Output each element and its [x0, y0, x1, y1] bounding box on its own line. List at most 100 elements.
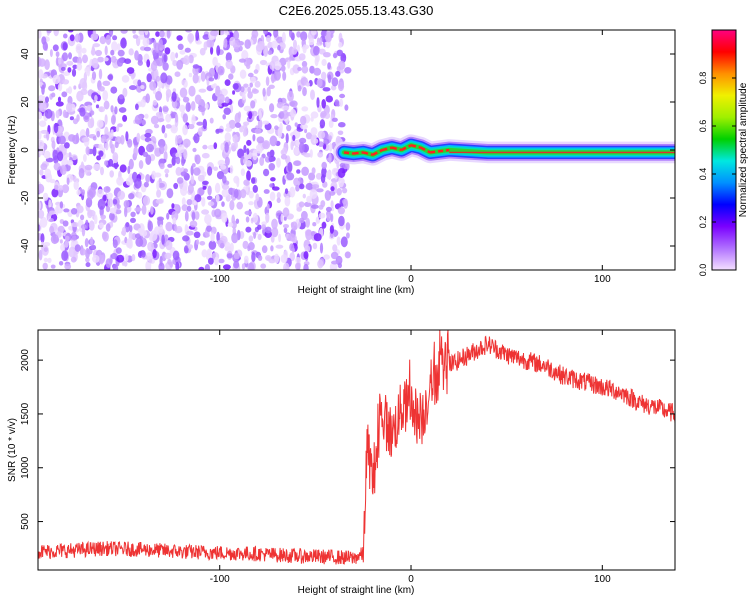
- heatmap-cell: [100, 214, 106, 220]
- heatmap-cell: [67, 30, 74, 33]
- heatmap-cell: [273, 30, 279, 38]
- heatmap-cell: [325, 206, 332, 212]
- heatmap-cell: [338, 122, 346, 128]
- heatmap-cell: [243, 105, 252, 112]
- heatmap-cell: [159, 145, 165, 155]
- heatmap-cell: [252, 212, 258, 224]
- heatmap-cell: [144, 30, 149, 36]
- heatmap-cell: [175, 152, 182, 158]
- heatmap-cell: [161, 234, 165, 245]
- heatmap-cell: [110, 252, 118, 260]
- heatmap-cell: [150, 205, 154, 215]
- heatmap-cell: [145, 154, 152, 165]
- heatmap-cell: [156, 180, 160, 191]
- heatmap-cell: [270, 245, 274, 252]
- heatmap-cell: [193, 167, 201, 176]
- heatmap-cell: [50, 264, 56, 269]
- heatmap-cell: [70, 256, 77, 263]
- heatmap-cell: [90, 48, 96, 56]
- heatmap-cell: [252, 149, 258, 161]
- colorbar-tick-label: 0.0: [698, 264, 708, 277]
- heatmap-cell: [166, 212, 170, 220]
- heatmap-cell: [243, 144, 247, 154]
- heatmap-cell: [101, 231, 107, 240]
- heatmap-cell: [338, 176, 345, 188]
- heatmap-cell: [257, 255, 263, 261]
- heatmap-cell: [301, 60, 308, 68]
- heatmap-cell: [144, 113, 149, 119]
- heatmap-cell: [336, 236, 341, 246]
- heatmap-cell: [319, 242, 324, 254]
- heatmap-cell: [130, 73, 135, 80]
- heatmap-cell: [48, 199, 52, 209]
- heatmap-cell: [135, 103, 139, 111]
- heatmap-cell: [229, 200, 235, 211]
- heatmap-cell: [186, 199, 193, 206]
- heatmap-cell: [223, 107, 231, 115]
- heatmap-cell: [62, 79, 70, 85]
- heatmap-cell: [42, 262, 48, 270]
- snr-series-line: [38, 330, 675, 565]
- heatmap-cell: [251, 177, 256, 184]
- heatmap-cell: [234, 112, 241, 124]
- heatmap-cell: [330, 32, 334, 39]
- heatmap-cell: [201, 197, 206, 207]
- heatmap-cell: [314, 56, 319, 67]
- heatmap-cell: [298, 183, 305, 190]
- heatmap-cell: [253, 69, 259, 74]
- heatmap-cell: [276, 157, 281, 168]
- heatmap-cell: [177, 144, 185, 154]
- heatmap-cell: [207, 201, 215, 207]
- y-tick-label: 40: [20, 48, 31, 60]
- heatmap-cell: [138, 34, 146, 40]
- heatmap-signal-peak: [429, 148, 450, 154]
- heatmap-cell: [167, 163, 173, 168]
- heatmap-cell: [296, 207, 303, 212]
- snr-data-point: [382, 413, 383, 414]
- snr-data-point: [583, 381, 584, 382]
- heatmap-cell: [72, 175, 77, 182]
- heatmap-cell: [235, 122, 241, 128]
- heatmap-cell: [292, 134, 296, 142]
- heatmap-cell: [251, 251, 256, 263]
- y-tick-label: 0: [20, 147, 31, 153]
- heatmap-cell: [239, 125, 244, 133]
- heatmap-cell: [122, 114, 128, 122]
- heatmap-cell: [159, 163, 165, 170]
- heatmap-cell: [76, 90, 84, 102]
- heatmap-cell: [187, 244, 193, 250]
- heatmap-cell: [217, 159, 226, 167]
- heatmap-cell: [298, 142, 305, 154]
- heatmap-cell: [79, 248, 86, 256]
- heatmap-cell: [114, 106, 118, 115]
- x-tick-label: 100: [594, 574, 611, 585]
- heatmap-cell: [315, 172, 323, 180]
- heatmap-cell: [185, 30, 193, 33]
- heatmap-cell: [105, 34, 112, 46]
- heatmap-cell: [120, 37, 127, 49]
- heatmap-cell: [248, 235, 254, 242]
- heatmap-cell: [164, 132, 168, 139]
- heatmap-cell: [283, 262, 290, 270]
- heatmap-cell: [229, 165, 234, 174]
- heatmap-cell: [162, 106, 169, 113]
- heatmap-cell: [320, 174, 326, 184]
- heatmap-cell: [144, 132, 152, 138]
- heatmap-cell: [86, 66, 91, 77]
- heatmap-x-ticks: -100 0 100: [210, 30, 611, 285]
- heatmap-cell: [204, 264, 210, 270]
- heatmap-cell: [321, 71, 327, 81]
- heatmap-cell: [64, 235, 70, 241]
- heatmap-cell: [64, 240, 69, 248]
- heatmap-cell: [172, 217, 177, 225]
- heatmap-cell: [146, 143, 154, 153]
- heatmap-cell: [313, 138, 319, 144]
- heatmap-cell: [287, 60, 291, 69]
- heatmap-cell: [50, 234, 59, 245]
- heatmap-cell: [270, 177, 276, 182]
- heatmap-cell: [96, 188, 104, 198]
- heatmap-cell: [165, 124, 172, 129]
- heatmap-cell: [90, 33, 99, 41]
- heatmap-cell: [184, 210, 189, 222]
- heatmap-cell: [165, 173, 169, 178]
